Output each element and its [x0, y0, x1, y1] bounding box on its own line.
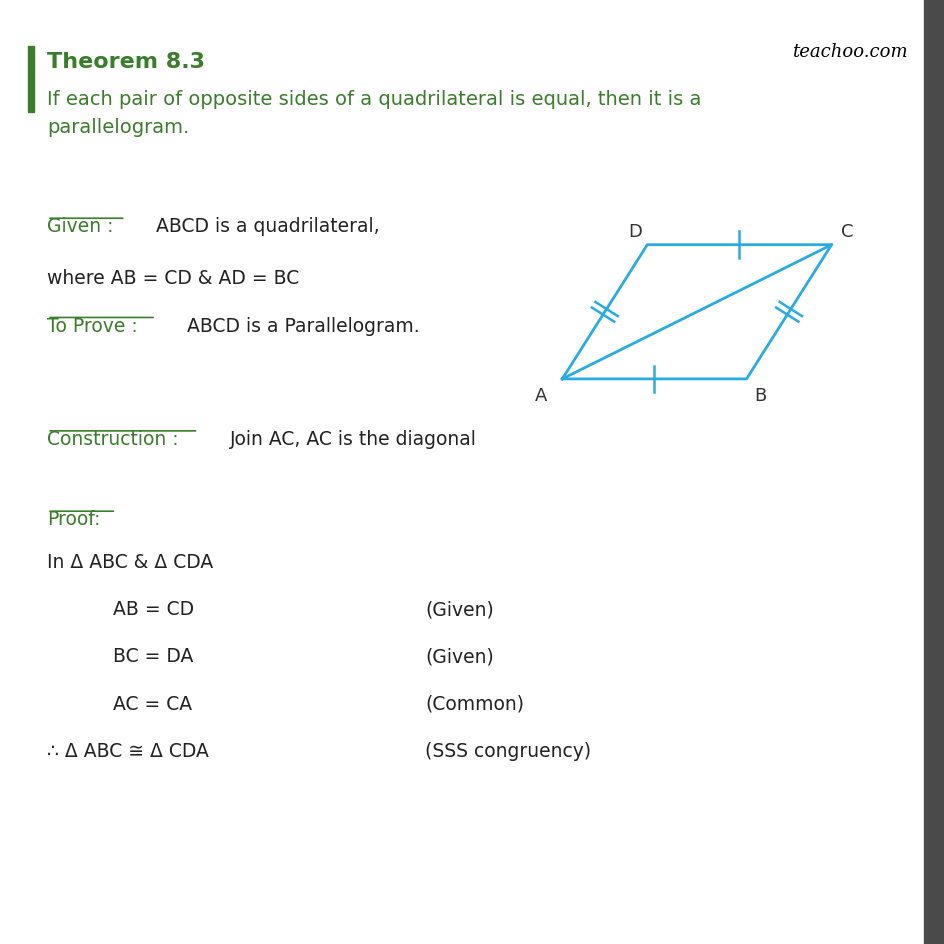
Text: Theorem 8.3: Theorem 8.3 — [47, 52, 205, 72]
Text: If each pair of opposite sides of a quadrilateral is equal, then it is a
paralle: If each pair of opposite sides of a quad… — [47, 90, 700, 137]
Text: ABCD is a Parallelogram.: ABCD is a Parallelogram. — [187, 316, 419, 335]
Text: A: A — [534, 387, 547, 405]
Text: C: C — [840, 223, 852, 241]
Bar — [28, 47, 34, 113]
Bar — [923, 0, 944, 944]
Text: D: D — [628, 223, 642, 241]
Text: AC = CA: AC = CA — [113, 694, 193, 713]
Text: where AB = CD & AD = BC: where AB = CD & AD = BC — [47, 269, 299, 288]
Text: teachoo.com: teachoo.com — [791, 42, 906, 60]
Text: (Common): (Common) — [425, 694, 524, 713]
Text: (Given): (Given) — [425, 599, 494, 618]
Text: In Δ ABC & Δ CDA: In Δ ABC & Δ CDA — [47, 552, 213, 571]
Text: AB = CD: AB = CD — [113, 599, 194, 618]
Text: ABCD is a quadrilateral,: ABCD is a quadrilateral, — [156, 217, 379, 236]
Text: Construction :: Construction : — [47, 430, 178, 448]
Text: (Given): (Given) — [425, 647, 494, 666]
Text: Join AC, AC is the diagonal: Join AC, AC is the diagonal — [229, 430, 476, 448]
Text: Proof:: Proof: — [47, 510, 101, 529]
Text: ∴ Δ ABC ≅ Δ CDA: ∴ Δ ABC ≅ Δ CDA — [47, 741, 209, 760]
Text: (SSS congruency): (SSS congruency) — [425, 741, 591, 760]
Text: BC = DA: BC = DA — [113, 647, 194, 666]
Text: Given :: Given : — [47, 217, 113, 236]
Text: To Prove :: To Prove : — [47, 316, 138, 335]
Text: B: B — [753, 387, 766, 405]
